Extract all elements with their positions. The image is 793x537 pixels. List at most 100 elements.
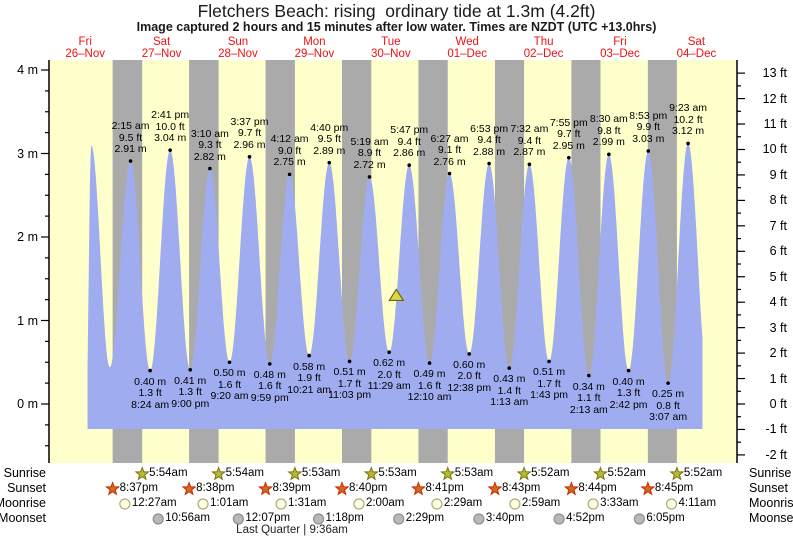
tide-label-line: 4:12 am: [270, 133, 309, 146]
tide-label-line: 2.86 m: [393, 147, 426, 160]
sunset-star-icon: [104, 481, 121, 496]
day-header-line: 30–Nov: [370, 48, 411, 60]
low-tide-label: 0.40 m 1.3 ft 8:24 am: [131, 376, 169, 412]
tide-label-line: 5:19 am: [350, 135, 389, 148]
moonrise-time: 1:31am: [288, 497, 327, 509]
tide-label-line: 8:53 pm: [629, 109, 668, 122]
sunset-time: 8:39pm: [272, 482, 311, 494]
high-tide-label: 5:47 pm 9.4 ft 2.86 m: [390, 125, 428, 160]
tide-label-line: 9.7 ft: [557, 128, 581, 141]
day-header: Sat 04–Dec: [677, 36, 717, 60]
astro-row-label-left: Sunrise: [3, 466, 46, 480]
high-tide-label: 8:53 pm 9.9 ft 3.03 m: [629, 109, 668, 146]
left-axis-tick-label: 0 m: [17, 397, 38, 411]
day-header-line: 01–Dec: [447, 48, 488, 60]
right-axis-tick-label: 7 ft: [769, 218, 787, 233]
tide-label-line: 3:10 am: [190, 127, 229, 140]
right-axis-tick-label: -1 ft: [765, 422, 787, 437]
sunrise-star-icon: [134, 466, 150, 481]
moonset-moon-icon: [232, 513, 244, 525]
tide-label-line: 0.51 m: [333, 366, 366, 379]
sunrise-time: 5:53am: [454, 467, 494, 479]
tide-label-line: 0.43 m: [493, 373, 526, 386]
high-tide-dot: [447, 171, 452, 176]
sunrise-time: 5:52am: [683, 467, 723, 479]
low-tide-dot: [626, 368, 631, 373]
sunset-star-icon: [258, 481, 274, 496]
sunrise-star-icon: [669, 466, 685, 481]
tide-label-line: 9:20 am: [210, 390, 249, 403]
tide-label-line: 2.89 m: [313, 144, 346, 157]
high-tide-label: 2:41 pm 10.0 ft 3.04 m: [151, 110, 189, 145]
sunrise-star-icon: [211, 466, 227, 481]
high-tide-dot: [208, 166, 212, 171]
tide-label-line: 5:47 pm: [390, 124, 429, 137]
sunrise-time: 5:52am: [531, 467, 570, 479]
high-tide-label: 4:40 pm 9.5 ft 2.89 m: [310, 122, 348, 158]
day-header: Mon 29–Nov: [295, 36, 335, 60]
tide-label-line: 1.3 ft: [178, 386, 202, 399]
day-header-line: Tue: [381, 36, 401, 48]
sunrise-time: 5:53am: [378, 467, 417, 479]
tide-label-line: 1.4 ft: [497, 384, 521, 397]
moonset-moon-icon: [152, 513, 164, 525]
high-tide-label: 6:27 am 9.1 ft 2.76 m: [431, 133, 469, 169]
left-axis-tick-label: 2 m: [17, 230, 38, 244]
low-tide-dot: [587, 373, 591, 378]
high-tide-dot: [247, 155, 252, 159]
moonrise-moon-icon: [275, 498, 287, 510]
tide-label-line: 1.6 ft: [258, 380, 282, 393]
tide-label-line: 2:15 am: [111, 120, 150, 132]
sunset-time: 8:43pm: [501, 482, 541, 494]
astro-row-label-right: Sunrise: [749, 466, 792, 480]
sunset-time: 8:44pm: [578, 482, 617, 494]
astro-row-label-left: Moonset: [0, 511, 46, 525]
tide-label-line: 8:30 am: [589, 113, 628, 126]
tide-label-line: 2.95 m: [552, 139, 585, 152]
tide-label-line: 11:03 pm: [328, 389, 372, 402]
high-tide-dot: [168, 148, 172, 152]
tide-label-line: 6:53 pm: [470, 122, 509, 135]
low-tide-dot: [387, 350, 391, 355]
tide-label-line: 1:13 am: [490, 396, 529, 409]
moonset-moon-icon: [633, 513, 645, 525]
tide-label-line: 9:00 pm: [171, 397, 210, 410]
day-header-line: 26–Nov: [65, 48, 106, 60]
high-tide-label: 2:15 am 9.5 ft 2.91 m: [111, 120, 150, 156]
moonrise-time: 3:33am: [600, 497, 639, 509]
tide-label-line: 1.6 ft: [217, 378, 242, 391]
moonset-time: 10:56am: [165, 512, 210, 524]
tide-label-line: 2.99 m: [592, 136, 625, 149]
astro-row-label-left: Moonrise: [0, 496, 46, 510]
left-axis-tick-label: 4 m: [17, 63, 38, 77]
day-header-line: 04–Dec: [676, 48, 717, 60]
high-tide-dot: [287, 172, 292, 177]
day-header-line: 02–Dec: [523, 48, 564, 60]
low-tide-label: 0.62 m 2.0 ft 11:29 am: [368, 358, 411, 393]
tide-label-line: 9.3 ft: [198, 139, 222, 152]
tide-label-line: 9.4 ft: [517, 134, 542, 147]
high-tide-dot: [407, 163, 412, 167]
low-tide-dot: [427, 361, 432, 365]
moonset-moon-icon: [473, 513, 485, 525]
high-tide-dot: [367, 175, 372, 179]
astro-row-label-right: Sunset: [749, 481, 788, 495]
low-tide-dot: [347, 359, 352, 364]
right-axis-tick-label: 9 ft: [769, 167, 787, 182]
right-axis-tick-label: 8 ft: [769, 193, 787, 208]
moonrise-time: 12:27am: [131, 497, 177, 509]
tide-label-line: 0.48 m: [253, 368, 286, 381]
right-axis-tick-label: 12 ft: [762, 91, 787, 106]
low-tide-label: 0.48 m 1.6 ft 9:59 pm: [251, 368, 289, 405]
tide-label-line: 2.0 ft: [457, 370, 481, 383]
moonrise-moon-icon: [509, 498, 521, 510]
low-tide-dot: [307, 353, 311, 358]
low-tide-label: 0.51 m 1.7 ft 11:03 pm: [328, 367, 371, 402]
tide-label-line: 1.3 ft: [616, 387, 641, 400]
day-header-line: 29–Nov: [294, 48, 335, 60]
day-header: Sun 28–Nov: [218, 36, 258, 60]
chart-title: Fletchers Beach: rising ordinary tide at…: [197, 1, 596, 21]
tide-label-line: 10:21 am: [287, 383, 332, 396]
day-header: Fri 03–Dec: [600, 36, 640, 60]
